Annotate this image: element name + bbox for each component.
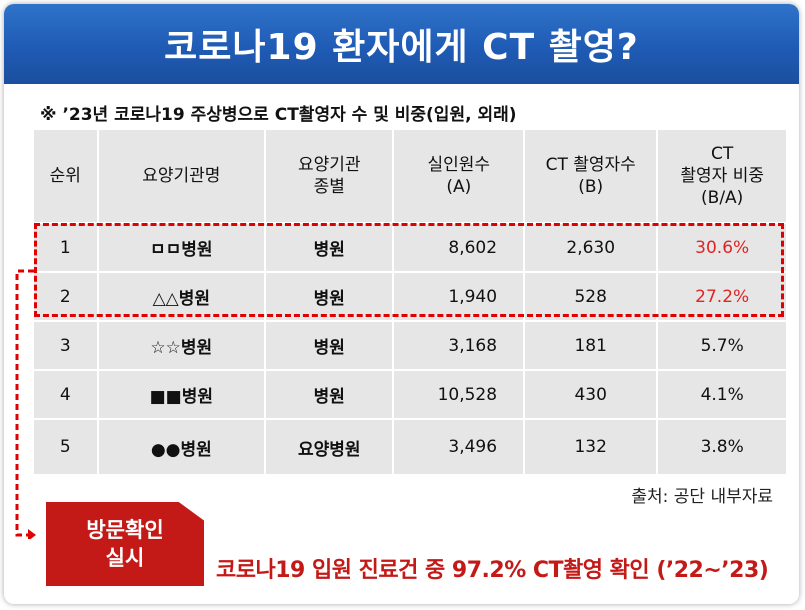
- header-persons: 실인원수 (A): [394, 130, 524, 222]
- cell-type: 병원: [266, 322, 393, 369]
- cell-name: △△병원: [98, 273, 265, 320]
- table-header-row: 순위 요양기관명 요양기관 종별 실인원수 (A) CT 촬영자수 (B) CT 촬영자…: [34, 130, 786, 222]
- cell-name: ㅁㅁ병원: [98, 224, 265, 271]
- cell-name: ☆☆병원: [98, 322, 265, 369]
- highlight-dashed-box: [34, 223, 784, 317]
- table-row: 5 ●●병원 요양병원 3,496 132 3.8%: [34, 420, 786, 474]
- cell-rank: 3: [34, 322, 97, 369]
- cell-type: 병원: [266, 371, 393, 418]
- cell-persons: 1,940: [394, 273, 524, 320]
- ct-ratio-table: 순위 요양기관명 요양기관 종별 실인원수 (A) CT 촬영자수 (B) CT 촬영자…: [32, 128, 788, 476]
- cell-ratio: 4.1%: [658, 371, 786, 418]
- cell-ratio: 27.2%: [658, 273, 786, 320]
- cell-ct: 132: [525, 420, 657, 474]
- cell-rank: 2: [34, 273, 97, 320]
- header-rank: 순위: [34, 130, 97, 222]
- page-title: 코로나19 환자에게 CT 촬영?: [164, 27, 639, 68]
- cell-ratio: 30.6%: [658, 224, 786, 271]
- cell-ct: 528: [525, 273, 657, 320]
- cell-ratio: 3.8%: [658, 420, 786, 474]
- footer-highlight-text: 코로나19 입원 진료건 중 97.2% CT촬영 확인 (’22~’23): [216, 558, 769, 583]
- cell-ct: 430: [525, 371, 657, 418]
- cell-type: 요양병원: [266, 420, 393, 474]
- cell-ct: 181: [525, 322, 657, 369]
- cell-type: 병원: [266, 273, 393, 320]
- source-note: 출처: 공단 내부자료: [631, 487, 773, 507]
- table-row: 3 ☆☆병원 병원 3,168 181 5.7%: [34, 322, 786, 369]
- header-institution-type: 요양기관 종별: [266, 130, 393, 222]
- cell-ct: 2,630: [525, 224, 657, 271]
- header-ct-ratio: CT 촬영자 비중 (B/A): [658, 130, 786, 222]
- badge-line1: 방문확인: [86, 518, 164, 542]
- table-caption: ※ ’23년 코로나19 주상병으로 CT촬영자 수 및 비중(입원, 외래): [40, 105, 517, 125]
- cell-persons: 8,602: [394, 224, 524, 271]
- visit-check-badge: 방문확인 실시: [46, 502, 204, 586]
- cell-persons: 3,168: [394, 322, 524, 369]
- cell-persons: 10,528: [394, 371, 524, 418]
- cell-rank: 4: [34, 371, 97, 418]
- title-banner: 코로나19 환자에게 CT 촬영?: [4, 4, 799, 84]
- cell-persons: 3,496: [394, 420, 524, 474]
- header-ct-count: CT 촬영자수 (B): [525, 130, 657, 222]
- cell-type: 병원: [266, 224, 393, 271]
- header-institution-name: 요양기관명: [98, 130, 265, 222]
- badge-line2: 실시: [105, 546, 145, 570]
- table-row: 4 ■■병원 병원 10,528 430 4.1%: [34, 371, 786, 418]
- cell-rank: 1: [34, 224, 97, 271]
- table-row: 2 △△병원 병원 1,940 528 27.2%: [34, 273, 786, 320]
- infographic-card: 코로나19 환자에게 CT 촬영? ※ ’23년 코로나19 주상병으로 CT촬…: [4, 4, 799, 604]
- cell-rank: 5: [34, 420, 97, 474]
- cell-ratio: 5.7%: [658, 322, 786, 369]
- cell-name: ■■병원: [98, 371, 265, 418]
- table-row: 1 ㅁㅁ병원 병원 8,602 2,630 30.6%: [34, 224, 786, 271]
- cell-name: ●●병원: [98, 420, 265, 474]
